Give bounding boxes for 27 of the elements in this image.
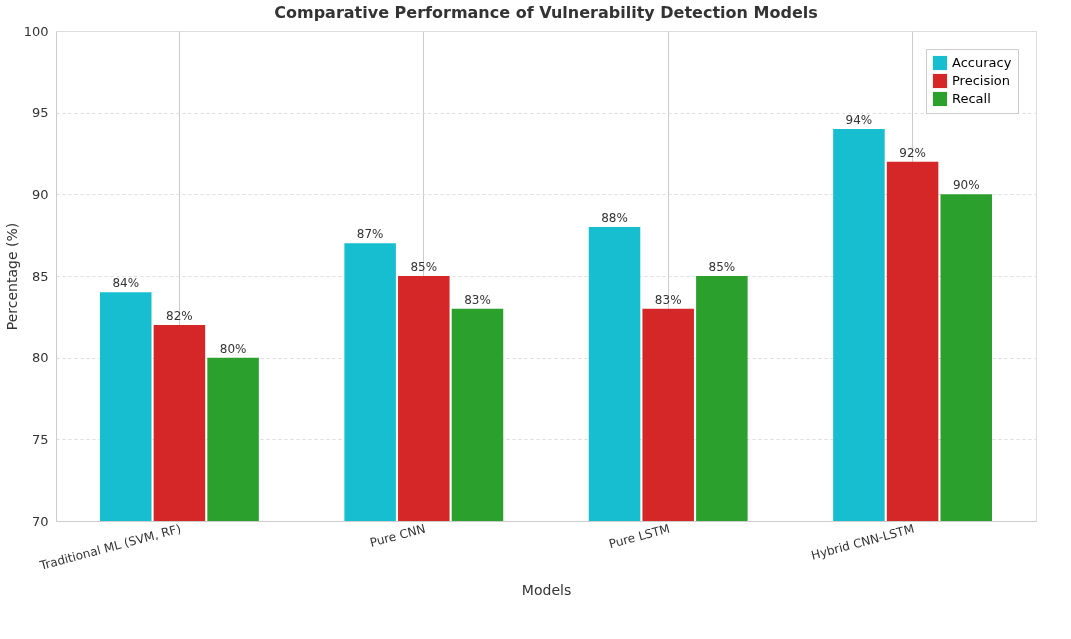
- legend-label: Precision: [952, 73, 1011, 88]
- data-label: 83%: [654, 292, 682, 307]
- y-axis-title: Percentage (%): [3, 222, 20, 331]
- y-tick-label: 80: [31, 350, 49, 366]
- y-tick-label: 100: [23, 23, 49, 39]
- legend-label: Accuracy: [952, 55, 1012, 70]
- data-label: 84%: [112, 276, 140, 291]
- data-label: 85%: [410, 260, 438, 274]
- y-tick-label: 75: [31, 431, 49, 447]
- y-tick-label: 85: [31, 268, 49, 284]
- x-tick-label: Pure LSTM: [607, 521, 672, 552]
- y-tick-label: 95: [31, 105, 49, 121]
- x-axis-title: Models: [521, 581, 572, 598]
- data-label: 88%: [601, 211, 628, 225]
- y-tick-label: 70: [31, 513, 49, 529]
- data-label: 94%: [845, 113, 873, 127]
- chart-title: Comparative Performance of Vulnerability Detection Models: [274, 3, 818, 22]
- x-tick-label: Pure CNN: [368, 521, 427, 550]
- data-label: 80%: [219, 341, 247, 356]
- data-label: 87%: [356, 227, 384, 242]
- data-label: 83%: [464, 292, 491, 307]
- data-label: 92%: [899, 145, 926, 160]
- legend-label: Recall: [952, 91, 991, 106]
- data-label: 90%: [952, 178, 980, 193]
- data-label: 85%: [708, 260, 736, 274]
- y-tick-label: 90: [31, 186, 49, 202]
- data-label: 82%: [166, 309, 193, 323]
